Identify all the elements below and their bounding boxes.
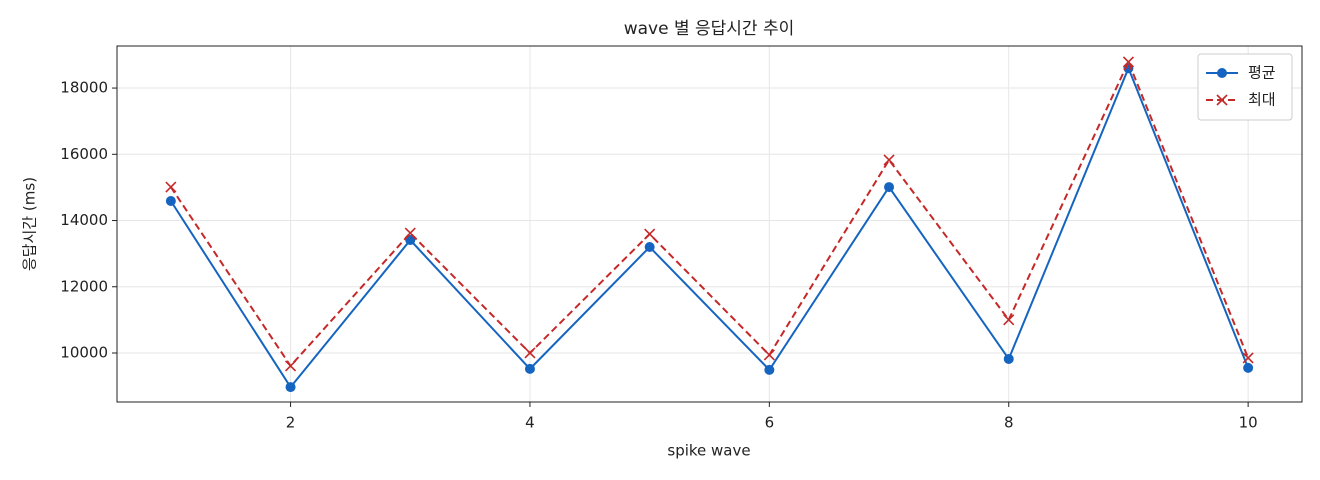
point [764,364,775,375]
y-tick-label: 10000 [60,343,108,361]
x-axis-label: spike wave [667,442,750,460]
point [1242,352,1254,364]
x-tick-label: 8 [1004,414,1014,432]
point [644,228,656,240]
plot-frame [116,45,1303,403]
series-line [170,59,1250,368]
legend-marker [1216,94,1228,106]
chart-title: wave 별 응답시간 추이 [624,19,795,39]
point [405,235,416,246]
y-axis-label: 응답시간 (ms) [21,177,39,271]
point [165,195,176,206]
point [883,154,895,166]
legend-box [1197,53,1293,121]
point [763,349,775,361]
point [1003,314,1015,326]
point [284,360,297,372]
legend-label: 최대 [1248,91,1276,109]
x-tick-label: 4 [525,414,535,432]
point [884,182,895,193]
y-tick-label: 16000 [60,145,108,163]
point [1243,362,1254,373]
legend-marker [1217,68,1227,78]
x-tick-label: 6 [765,414,775,432]
point [1003,353,1014,364]
point [1122,56,1135,68]
point [404,227,416,239]
point [644,242,655,253]
legend-label: 평균 [1248,64,1276,82]
series-line [170,65,1250,389]
y-tick-label: 18000 [60,79,108,97]
y-tick-label: 12000 [60,277,108,295]
point [524,347,536,359]
x-tick-label: 10 [1239,414,1258,432]
x-tick-label: 2 [286,414,296,432]
point [285,382,296,393]
point [524,363,535,374]
point [165,181,177,193]
y-tick-label: 14000 [60,211,108,229]
